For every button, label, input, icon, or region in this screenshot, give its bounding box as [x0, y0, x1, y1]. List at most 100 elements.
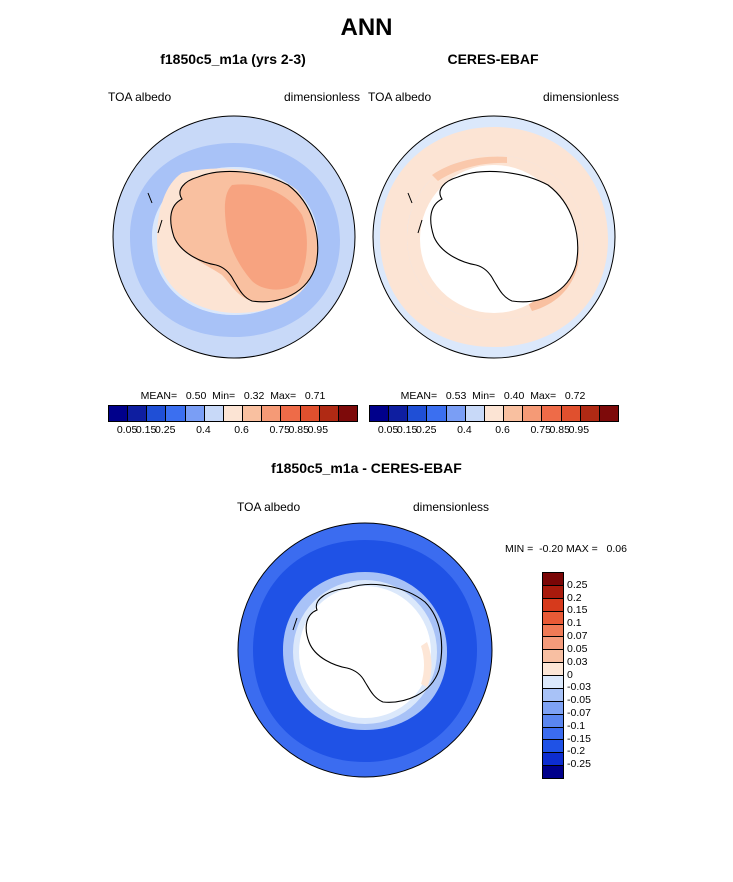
diff-colorbar-tick-3: 0.1: [567, 617, 582, 630]
diff-colorbar-tick-5: 0.05: [567, 642, 588, 655]
panel2-colorbar-swatch-0: [370, 406, 390, 421]
diff-coastline: [305, 583, 443, 703]
panel2-colorbar-tick-7: 0.95: [568, 424, 590, 436]
panel1-colorbar-swatch-4: [185, 406, 205, 421]
panel2-colorbar-tick-4: 0.6: [495, 424, 510, 436]
diff-colorbar-tick-4: 0.07: [567, 630, 588, 643]
panel1-colorbar: [108, 405, 358, 422]
panel1-colorbar-swatch-11: [319, 406, 339, 421]
diff-colorbar-swatch-9: [543, 688, 563, 702]
panel2-inner-arc: [432, 156, 507, 181]
panel2-colorbar-tick-0: 0.05: [377, 424, 399, 436]
panel1-colorbar-swatch-5: [204, 406, 224, 421]
diff-colorbar-tick-12: -0.15: [567, 732, 591, 745]
diff-colorbar-tick-6: 0.03: [567, 655, 588, 668]
panel2-colorbar-swatch-3: [427, 406, 447, 421]
panel1-colorbar-tick-5: 0.75: [269, 424, 290, 436]
panel1-coastline: [170, 170, 319, 303]
diff-colorbar-swatch-3: [543, 611, 563, 625]
panel1-colorbar-swatch-1: [128, 406, 148, 421]
diff-polar-map: [237, 522, 493, 778]
panel2-colorbar-swatch-10: [561, 406, 581, 421]
panel2-coastline: [430, 170, 579, 303]
panel2-colorbar-tick-6: 0.85: [549, 424, 570, 436]
diff-colorbar-swatch-2: [543, 598, 563, 612]
panel1-core-high: [224, 184, 307, 290]
diff-colorbar-swatch-11: [543, 714, 563, 728]
panel1-colorbar-tick-1: 0.15: [135, 424, 157, 436]
panel2-title: CERES-EBAF: [447, 51, 539, 67]
panel2-colorbar-swatch-6: [484, 406, 505, 421]
diff-colorbar-swatch-15: [543, 766, 563, 778]
diff-units-label: dimensionless: [413, 500, 490, 514]
panel1-colorbar-swatch-12: [338, 406, 358, 421]
panel1-colorbar-tick-4: 0.6: [234, 424, 249, 436]
diff-colorbar-tick-0: 0.25: [567, 578, 588, 591]
panel2-colorbar: [369, 405, 619, 422]
panel1-colorbar-tick-3: 0.4: [196, 424, 211, 436]
panel1-colorbar-tick-6: 0.85: [288, 424, 309, 436]
diff-colorbar-tick-11: -0.1: [567, 719, 586, 732]
panel1-variable-label: TOA albedo: [108, 90, 172, 104]
panel1-colorbar-swatch-2: [147, 406, 167, 421]
panel2-colorbar-swatch-12: [599, 406, 619, 421]
panel1-title: f1850c5_m1a (yrs 2-3): [160, 51, 306, 67]
panel1-stats: MEAN= 0.50 Min= 0.32 Max= 0.71: [140, 390, 326, 402]
panel1-colorbar-tick-2: 0.25: [155, 424, 176, 436]
diff-variable-label: TOA albedo: [237, 500, 301, 514]
diff-colorbar-tick-7: 0: [567, 668, 573, 681]
diff-positive-patch: [421, 642, 432, 687]
panel2-colorbar-ticks: 0.05 0.15 0.25 0.4 0.6 0.75 0.85 0.95: [369, 424, 617, 438]
diff-panel-title: f1850c5_m1a - CERES-EBAF: [271, 460, 462, 476]
panel1-colorbar-tick-0: 0.05: [116, 424, 138, 436]
panel2-colorbar-swatch-2: [408, 406, 428, 421]
diff-colorbar-swatch-8: [543, 676, 563, 689]
panel2-colorbar-swatch-11: [580, 406, 600, 421]
panel1-colorbar-swatch-7: [243, 406, 263, 421]
diff-colorbar-tick-1: 0.2: [567, 591, 582, 604]
panel2-colorbar-swatch-1: [389, 406, 409, 421]
panel2-colorbar-swatch-8: [523, 406, 543, 421]
panel2-variable-label: TOA albedo: [368, 90, 432, 104]
diff-colorbar-tick-13: -0.2: [567, 745, 586, 758]
diff-colorbar-tick-14: -0.25: [567, 758, 591, 771]
panel1-polar-map: [112, 115, 356, 359]
diff-colorbar-swatch-12: [543, 727, 563, 741]
diff-colorbar-swatch-14: [543, 753, 563, 767]
panel2-colorbar-tick-2: 0.25: [416, 424, 437, 436]
diff-colorbar-swatch-13: [543, 740, 563, 754]
panel2-colorbar-tick-5: 0.75: [530, 424, 551, 436]
diff-colorbar-swatch-4: [543, 624, 563, 638]
panel2-colorbar-swatch-9: [542, 406, 562, 421]
diff-minmax: MIN = -0.20 MAX = 0.06: [505, 543, 627, 555]
figure-title: ANN: [340, 14, 393, 41]
panel2-colorbar-swatch-4: [446, 406, 466, 421]
panel2-polar-map: [372, 115, 616, 359]
panel1-colorbar-tick-7: 0.95: [307, 424, 329, 436]
diff-colorbar-swatch-5: [543, 637, 563, 651]
diff-colorbar-tick-2: 0.15: [567, 604, 588, 617]
diff-colorbar-swatch-7: [543, 663, 563, 676]
diff-colorbar-ticks: 0.25 0.2 0.15 0.1 0.07 0.05 0.03 0 -0.03 -0.05 -0.…: [567, 572, 607, 777]
panel1-colorbar-swatch-3: [166, 406, 186, 421]
panel1-colorbar-swatch-9: [281, 406, 301, 421]
panel1-units-label: dimensionless: [284, 90, 361, 104]
panel1-colorbar-swatch-8: [262, 406, 282, 421]
panel2-units-label: dimensionless: [543, 90, 620, 104]
panel1-colorbar-swatch-6: [223, 406, 244, 421]
diff-colorbar-swatch-6: [543, 650, 563, 664]
panel2-stats: MEAN= 0.53 Min= 0.40 Max= 0.72: [400, 390, 586, 402]
diff-colorbar: [542, 572, 564, 779]
diff-colorbar-tick-8: -0.03: [567, 681, 591, 694]
panel2-colorbar-tick-1: 0.15: [396, 424, 418, 436]
diff-colorbar-tick-10: -0.07: [567, 706, 591, 719]
diff-colorbar-swatch-10: [543, 701, 563, 715]
panel2-colorbar-swatch-7: [504, 406, 524, 421]
panel1-colorbar-ticks: 0.05 0.15 0.25 0.4 0.6 0.75 0.85 0.95: [108, 424, 356, 438]
diff-colorbar-swatch-1: [543, 585, 563, 599]
panel1-colorbar-swatch-10: [300, 406, 320, 421]
panel2-colorbar-tick-3: 0.4: [457, 424, 472, 436]
diff-colorbar-tick-9: -0.05: [567, 694, 591, 707]
panel1-colorbar-swatch-0: [109, 406, 129, 421]
diff-colorbar-swatch-0: [543, 573, 563, 586]
